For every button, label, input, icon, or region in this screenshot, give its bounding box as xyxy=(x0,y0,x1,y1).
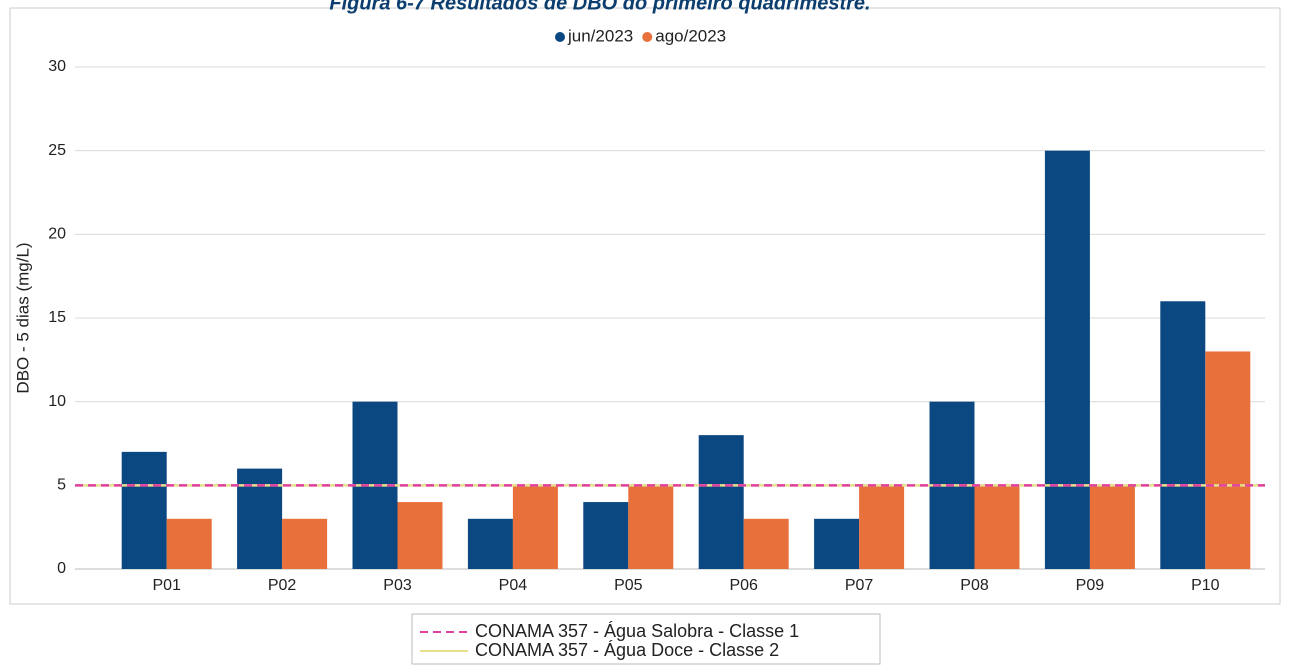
x-tick-label: P01 xyxy=(152,577,181,594)
y-tick-label: 25 xyxy=(48,142,66,159)
y-tick-label: 0 xyxy=(57,560,66,577)
legend-label: jun/2023 xyxy=(567,26,633,45)
bar xyxy=(1205,351,1251,569)
bar xyxy=(237,468,283,569)
bar xyxy=(628,485,674,569)
bar xyxy=(743,518,789,569)
x-tick-label: P04 xyxy=(499,577,528,594)
bar xyxy=(397,502,443,569)
y-tick-label: 15 xyxy=(48,309,66,326)
legend-marker xyxy=(642,32,653,42)
bar xyxy=(282,518,328,569)
x-tick-label: P10 xyxy=(1191,577,1220,594)
y-tick-label: 20 xyxy=(48,226,66,243)
x-tick-label: P05 xyxy=(614,577,643,594)
legend-marker xyxy=(555,32,565,42)
y-tick-label: 10 xyxy=(48,393,66,410)
x-tick-label: P06 xyxy=(729,577,758,594)
bar xyxy=(1160,301,1206,569)
x-tick-label: P02 xyxy=(268,577,297,594)
legend-label: CONAMA 357 - Água Salobra - Classe 1 xyxy=(475,621,799,641)
legend-label: CONAMA 357 - Água Doce - Classe 2 xyxy=(475,640,779,660)
x-tick-label: P07 xyxy=(845,577,874,594)
y-tick-label: 30 xyxy=(48,58,66,75)
bar xyxy=(698,435,744,569)
x-tick-label: P03 xyxy=(383,577,412,594)
bar xyxy=(467,518,513,569)
x-tick-label: P09 xyxy=(1076,577,1105,594)
bar xyxy=(166,518,212,569)
x-tick-label: P08 xyxy=(960,577,989,594)
bar xyxy=(814,518,860,569)
bar xyxy=(1089,485,1135,569)
bar xyxy=(974,485,1020,569)
bar xyxy=(859,485,905,569)
bar xyxy=(121,451,167,569)
bar xyxy=(512,485,558,569)
chart-title: Figura 6-7 Resultados de DBO do primeiro… xyxy=(329,0,870,14)
legend-label: ago/2023 xyxy=(655,26,726,45)
reference-legend-box xyxy=(411,613,881,665)
y-axis-label: DBO - 5 dias (mg/L) xyxy=(13,242,32,393)
y-tick-label: 5 xyxy=(57,477,66,494)
bar xyxy=(583,502,629,569)
bar xyxy=(1044,150,1090,569)
